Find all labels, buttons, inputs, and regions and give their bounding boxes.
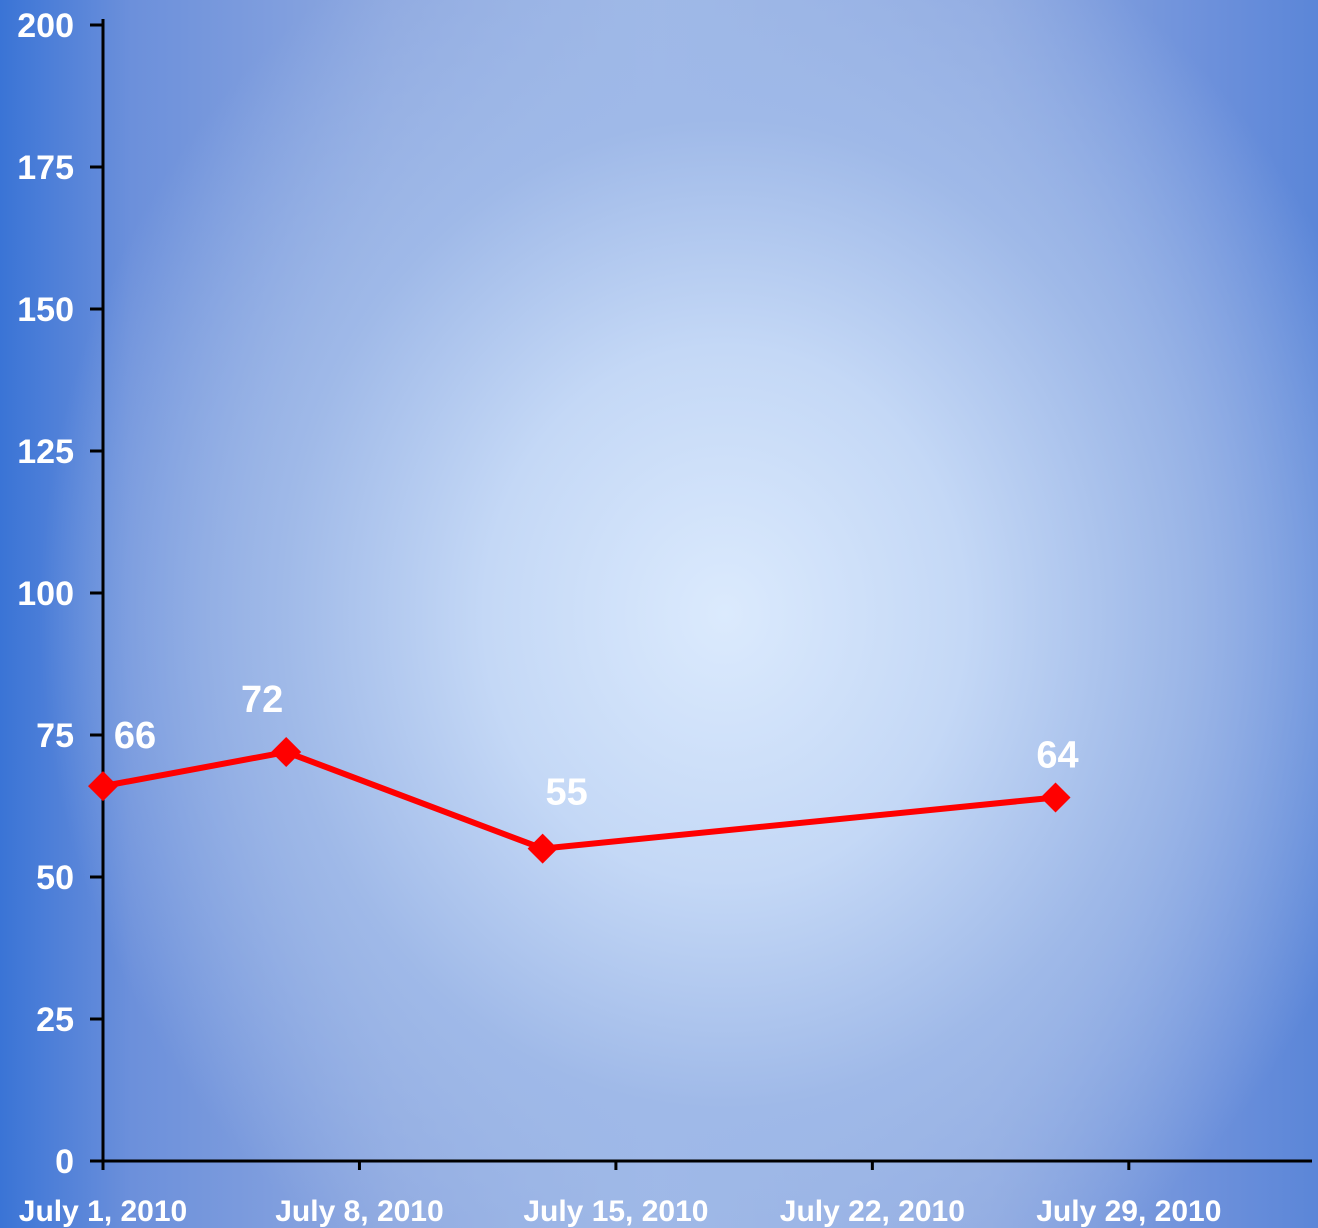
x-tick-label: July 15, 2010: [523, 1195, 708, 1228]
x-axis: July 1, 2010 July 8, 2010 July 15, 2010 Jul…: [19, 1159, 1312, 1228]
y-tick-label: 25: [36, 1001, 74, 1039]
x-tick-label: July 1, 2010: [19, 1195, 187, 1228]
data-label: 64: [1036, 734, 1078, 776]
y-tick-label: 50: [36, 859, 74, 897]
y-tick-label: 0: [55, 1143, 74, 1181]
data-labels: 66 72 55 64: [114, 679, 1079, 814]
data-label: 66: [114, 715, 156, 757]
y-tick-label: 75: [36, 717, 74, 755]
y-tick-label: 100: [17, 575, 74, 613]
series-polyline: [102, 749, 1056, 852]
y-tick-label: 125: [17, 433, 74, 471]
y-tick-label: 175: [17, 149, 74, 187]
x-tick-label: July 22, 2010: [780, 1195, 965, 1228]
y-axis: 0 25 50 75 100 125 150 175 200: [17, 7, 105, 1181]
series-line: [88, 737, 1071, 864]
data-label: 55: [545, 772, 587, 814]
data-label: 72: [241, 679, 283, 721]
data-point-marker: [88, 771, 118, 802]
data-point-marker: [271, 737, 302, 768]
y-tick-label: 200: [17, 7, 74, 45]
data-point-marker: [527, 833, 558, 864]
y-tick-label: 150: [17, 291, 74, 329]
x-tick-label: July 8, 2010: [275, 1195, 443, 1228]
data-point-marker: [1040, 782, 1071, 813]
x-tick-label: July 29, 2010: [1036, 1195, 1221, 1228]
